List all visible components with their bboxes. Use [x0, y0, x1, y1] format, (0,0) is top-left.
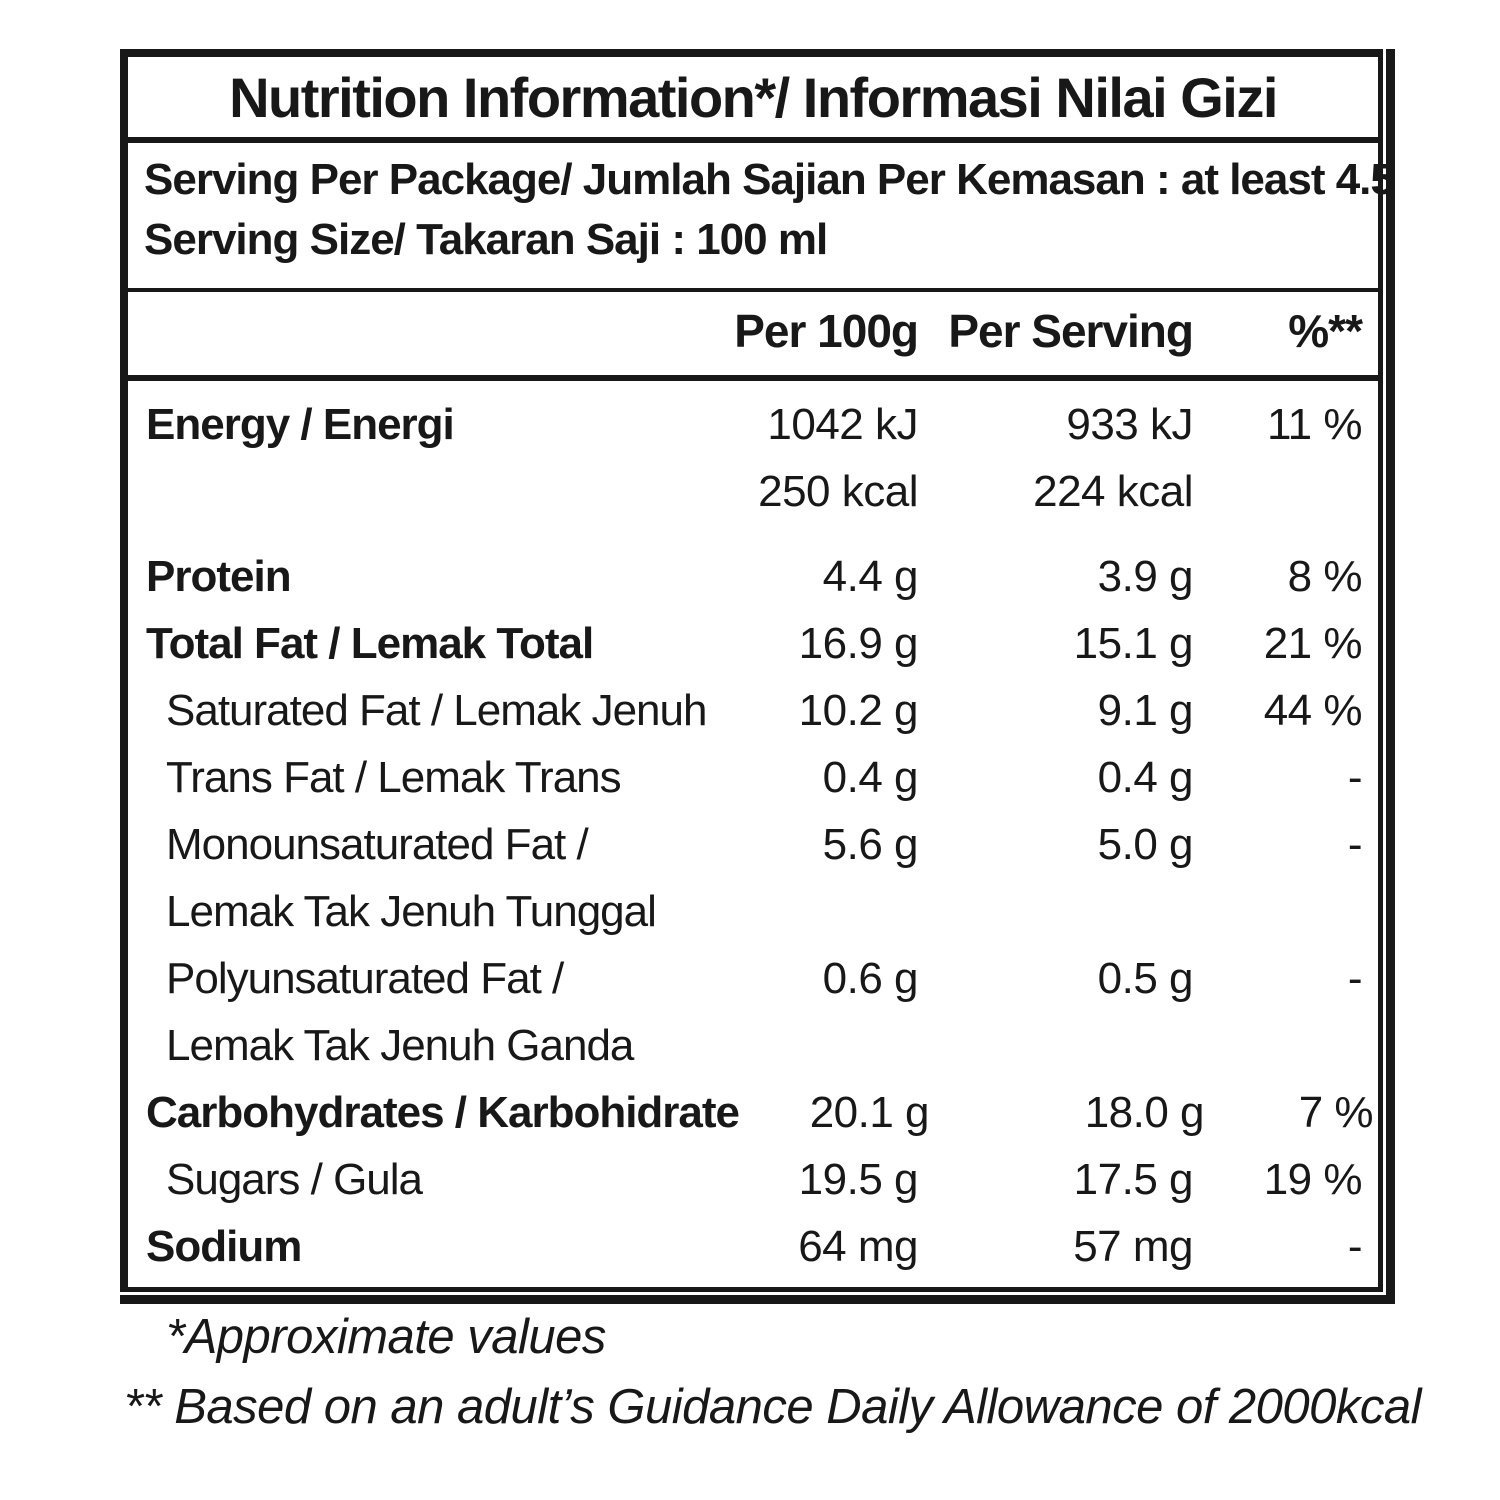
- value-per-serving: [918, 1012, 1193, 1079]
- nutrient-label: [146, 458, 728, 525]
- nutrient-row: Saturated Fat / Lemak Jenuh 10.2 g 9.1 g…: [146, 677, 1363, 744]
- col-header-per-serving: Per Serving: [948, 304, 1194, 357]
- nutrient-row: Polyunsaturated Fat / 0.6 g 0.5 g -: [146, 945, 1363, 1012]
- value-per-serving: 933 kJ: [1066, 400, 1193, 449]
- value-per-100g: [728, 878, 918, 945]
- value-per-100g: 20.1 g: [809, 1088, 930, 1137]
- value-percent: 21 %: [1263, 619, 1363, 668]
- value-per-serving: 0.4 g: [1097, 753, 1194, 802]
- nutrient-label: Trans Fat / Lemak Trans: [166, 753, 622, 802]
- value-per-100g: 16.9 g: [798, 619, 919, 668]
- nutrient-label: Carbohydrates / Karbohidrate: [146, 1088, 740, 1137]
- value-per-serving: 5.0 g: [1097, 820, 1194, 869]
- nutrient-label: Sodium: [146, 1222, 302, 1271]
- value-percent: [1193, 878, 1362, 945]
- value-per-100g: 4.4 g: [822, 552, 919, 601]
- value-per-serving: 3.9 g: [1097, 552, 1194, 601]
- footnote-gda: ** Based on an adult’s Guidance Daily Al…: [124, 1380, 1422, 1434]
- value-per-serving: 0.5 g: [1097, 954, 1194, 1003]
- nutrient-label: Saturated Fat / Lemak Jenuh: [166, 686, 707, 735]
- col-header-percent: %**: [1288, 304, 1363, 357]
- value-percent: 19 %: [1263, 1155, 1363, 1204]
- nutrient-row: 250 kcal 224 kcal: [146, 458, 1362, 525]
- value-percent: [1193, 1012, 1362, 1079]
- serving-per-package: Serving Per Package/ Jumlah Sajian Per K…: [144, 155, 1395, 204]
- value-per-100g: 0.4 g: [822, 753, 919, 802]
- value-per-serving: 17.5 g: [1073, 1155, 1194, 1204]
- value-per-serving: 57 mg: [1073, 1222, 1193, 1271]
- value-per-100g: [728, 1012, 918, 1079]
- value-percent: -: [1347, 1222, 1363, 1271]
- nutrition-label: Nutrition Information*/ Informasi Nilai …: [120, 49, 1395, 1304]
- value-per-100g: 1042 kJ: [767, 400, 918, 449]
- value-per-100g: 19.5 g: [798, 1155, 919, 1204]
- nutrient-label: Sugars / Gula: [166, 1155, 423, 1204]
- nutrient-row: Total Fat / Lemak Total 16.9 g 15.1 g 21…: [146, 610, 1363, 677]
- value-per-100g: 250 kcal: [758, 467, 918, 516]
- value-percent: [1193, 458, 1362, 525]
- nutrient-row: Carbohydrates / Karbohidrate 20.1 g 18.0…: [146, 1079, 1374, 1146]
- value-per-100g: 64 mg: [798, 1222, 918, 1271]
- nutrient-row: Lemak Tak Jenuh Ganda: [146, 1012, 1362, 1079]
- nutrient-label: Energy / Energi: [146, 400, 455, 449]
- value-percent: -: [1347, 820, 1363, 869]
- nutrient-row: Sugars / Gula 19.5 g 17.5 g 19 %: [146, 1146, 1363, 1213]
- serving-info: Serving Per Package/ Jumlah Sajian Per K…: [128, 143, 1395, 292]
- nutrient-row: Energy / Energi 1042 kJ 933 kJ 11 %: [146, 391, 1363, 458]
- value-percent: -: [1347, 954, 1363, 1003]
- nutrient-label: Protein: [146, 552, 292, 601]
- value-percent: 11 %: [1266, 400, 1363, 449]
- value-percent: 44 %: [1263, 686, 1363, 735]
- serving-size: Serving Size/ Takaran Saji : 100 ml: [144, 215, 828, 264]
- nutrient-label: Total Fat / Lemak Total: [146, 619, 594, 668]
- value-percent: 8 %: [1287, 552, 1363, 601]
- value-per-100g: 5.6 g: [822, 820, 919, 869]
- value-per-serving: 15.1 g: [1073, 619, 1194, 668]
- nutrient-row: Monounsaturated Fat / 5.6 g 5.0 g -: [146, 811, 1363, 878]
- nutrient-row: Sodium 64 mg 57 mg -: [146, 1213, 1363, 1280]
- nutrient-row: Lemak Tak Jenuh Tunggal: [146, 878, 1362, 945]
- nutrient-label: Lemak Tak Jenuh Ganda: [166, 1021, 634, 1070]
- value-per-serving: 224 kcal: [1033, 467, 1193, 516]
- table-header: Per 100g Per Serving %**: [128, 292, 1378, 381]
- label-title: Nutrition Information*/ Informasi Nilai …: [128, 57, 1378, 143]
- nutrient-label: Polyunsaturated Fat /: [166, 954, 564, 1003]
- footnotes: *Approximate values ** Based on an adult…: [124, 1302, 1422, 1442]
- value-per-serving: [918, 878, 1193, 945]
- nutrient-row: Trans Fat / Lemak Trans 0.4 g 0.4 g -: [146, 744, 1363, 811]
- nutrient-label: Monounsaturated Fat /: [166, 820, 589, 869]
- nutrient-label: Lemak Tak Jenuh Tunggal: [166, 887, 657, 936]
- value-per-serving: 9.1 g: [1097, 686, 1194, 735]
- nutrient-table-body: Energy / Energi 1042 kJ 933 kJ 11 % 250 …: [128, 381, 1378, 1280]
- footnote-approximate: *Approximate values: [166, 1310, 606, 1364]
- value-per-100g: 0.6 g: [822, 954, 919, 1003]
- value-percent: -: [1347, 753, 1363, 802]
- nutrient-row: Protein 4.4 g 3.9 g 8 %: [146, 543, 1363, 610]
- value-per-100g: 10.2 g: [798, 686, 919, 735]
- value-percent: 7 %: [1298, 1088, 1374, 1137]
- value-per-serving: 18.0 g: [1084, 1088, 1205, 1137]
- col-header-per-100g: Per 100g: [734, 304, 919, 357]
